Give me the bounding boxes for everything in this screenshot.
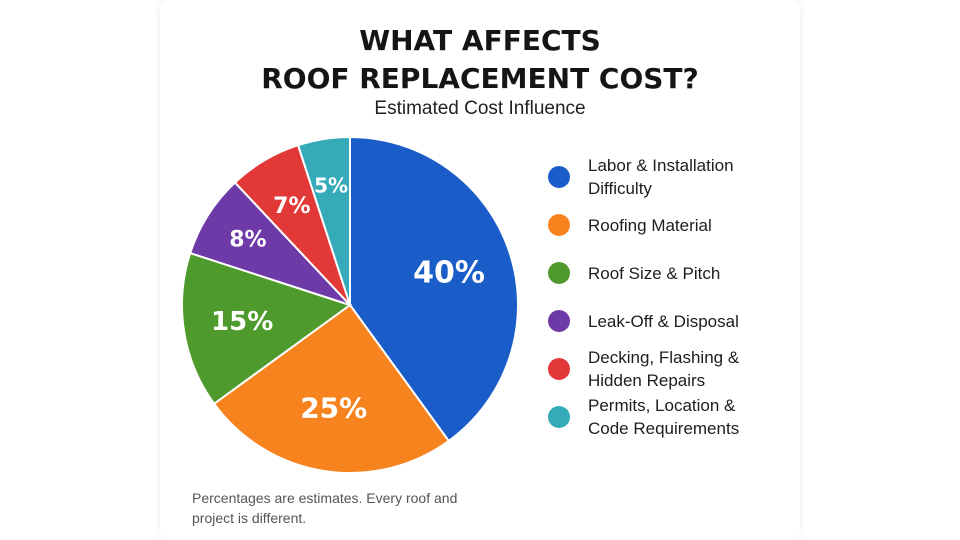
pie-label-permits: 5%: [314, 174, 348, 198]
chart-subtitle: Estimated Cost Influence: [374, 98, 586, 119]
pie-label-leak-off: 8%: [229, 228, 266, 253]
chart-footnote-line-2: project is different.: [192, 510, 307, 526]
legend-label-roofing-material: Roofing Material: [588, 215, 712, 235]
chart-legend: Labor & Installation Difficulty Roofing …: [548, 153, 788, 441]
legend-item-roofing-material: Roofing Material: [548, 201, 788, 249]
legend-label-labor: Labor & Installation Difficulty: [588, 154, 734, 200]
chart-title-line-1: WHAT AFFECTS: [359, 24, 601, 57]
legend-swatch-roof-size: [548, 262, 570, 284]
legend-label-decking-line-1: Decking, Flashing &: [588, 348, 740, 367]
legend-swatch-roofing-material: [548, 214, 570, 236]
legend-label-leak-off: Leak-Off & Disposal: [588, 311, 739, 331]
legend-swatch-decking: [548, 358, 570, 380]
legend-item-permits: Permits, Location & Code Requirements: [548, 393, 788, 441]
chart-footnote-line-1: Percentages are estimates. Every roof an…: [192, 490, 458, 506]
pie-label-roofing-material: 25%: [300, 391, 367, 424]
legend-swatch-leak-off: [548, 310, 570, 332]
legend-item-decking: Decking, Flashing & Hidden Repairs: [548, 345, 788, 393]
legend-label-decking-line-2: Hidden Repairs: [588, 371, 706, 390]
pie-slice-labor: [349, 135, 519, 443]
legend-label-labor-line-1: Labor & Installation: [588, 156, 734, 175]
pie-slice-roofing-material: [212, 303, 451, 474]
pie-slice-permits: [296, 135, 351, 306]
pie-slice-roof-size: [181, 251, 353, 406]
pie-label-decking: 7%: [273, 194, 310, 219]
legend-label-labor-line-2: Difficulty: [588, 179, 652, 198]
legend-label-permits-line-2: Code Requirements: [588, 419, 740, 438]
legend-item-roof-size: Roof Size & Pitch: [548, 249, 788, 297]
legend-item-labor: Labor & Installation Difficulty: [548, 153, 788, 201]
chart-title: WHAT AFFECTS ROOF REPLACEMENT COST?: [160, 22, 800, 98]
legend-item-leak-off: Leak-Off & Disposal: [548, 297, 788, 345]
legend-label-permits-line-1: Permits, Location &: [588, 396, 736, 415]
pie-chart: 40% 25% 15% 8% 7%5%: [181, 135, 519, 474]
pie-label-labor: 40%: [413, 255, 485, 290]
legend-swatch-labor: [548, 166, 570, 188]
chart-footnote: Percentages are estimates. Every roof an…: [192, 488, 532, 528]
legend-label-permits: Permits, Location & Code Requirements: [588, 394, 739, 440]
legend-label-roof-size: Roof Size & Pitch: [588, 263, 721, 283]
chart-title-line-2: ROOF REPLACEMENT COST?: [261, 62, 699, 95]
pie-label-roof-size: 15%: [211, 307, 273, 337]
legend-swatch-permits: [548, 406, 570, 428]
legend-label-decking: Decking, Flashing & Hidden Repairs: [588, 346, 739, 392]
